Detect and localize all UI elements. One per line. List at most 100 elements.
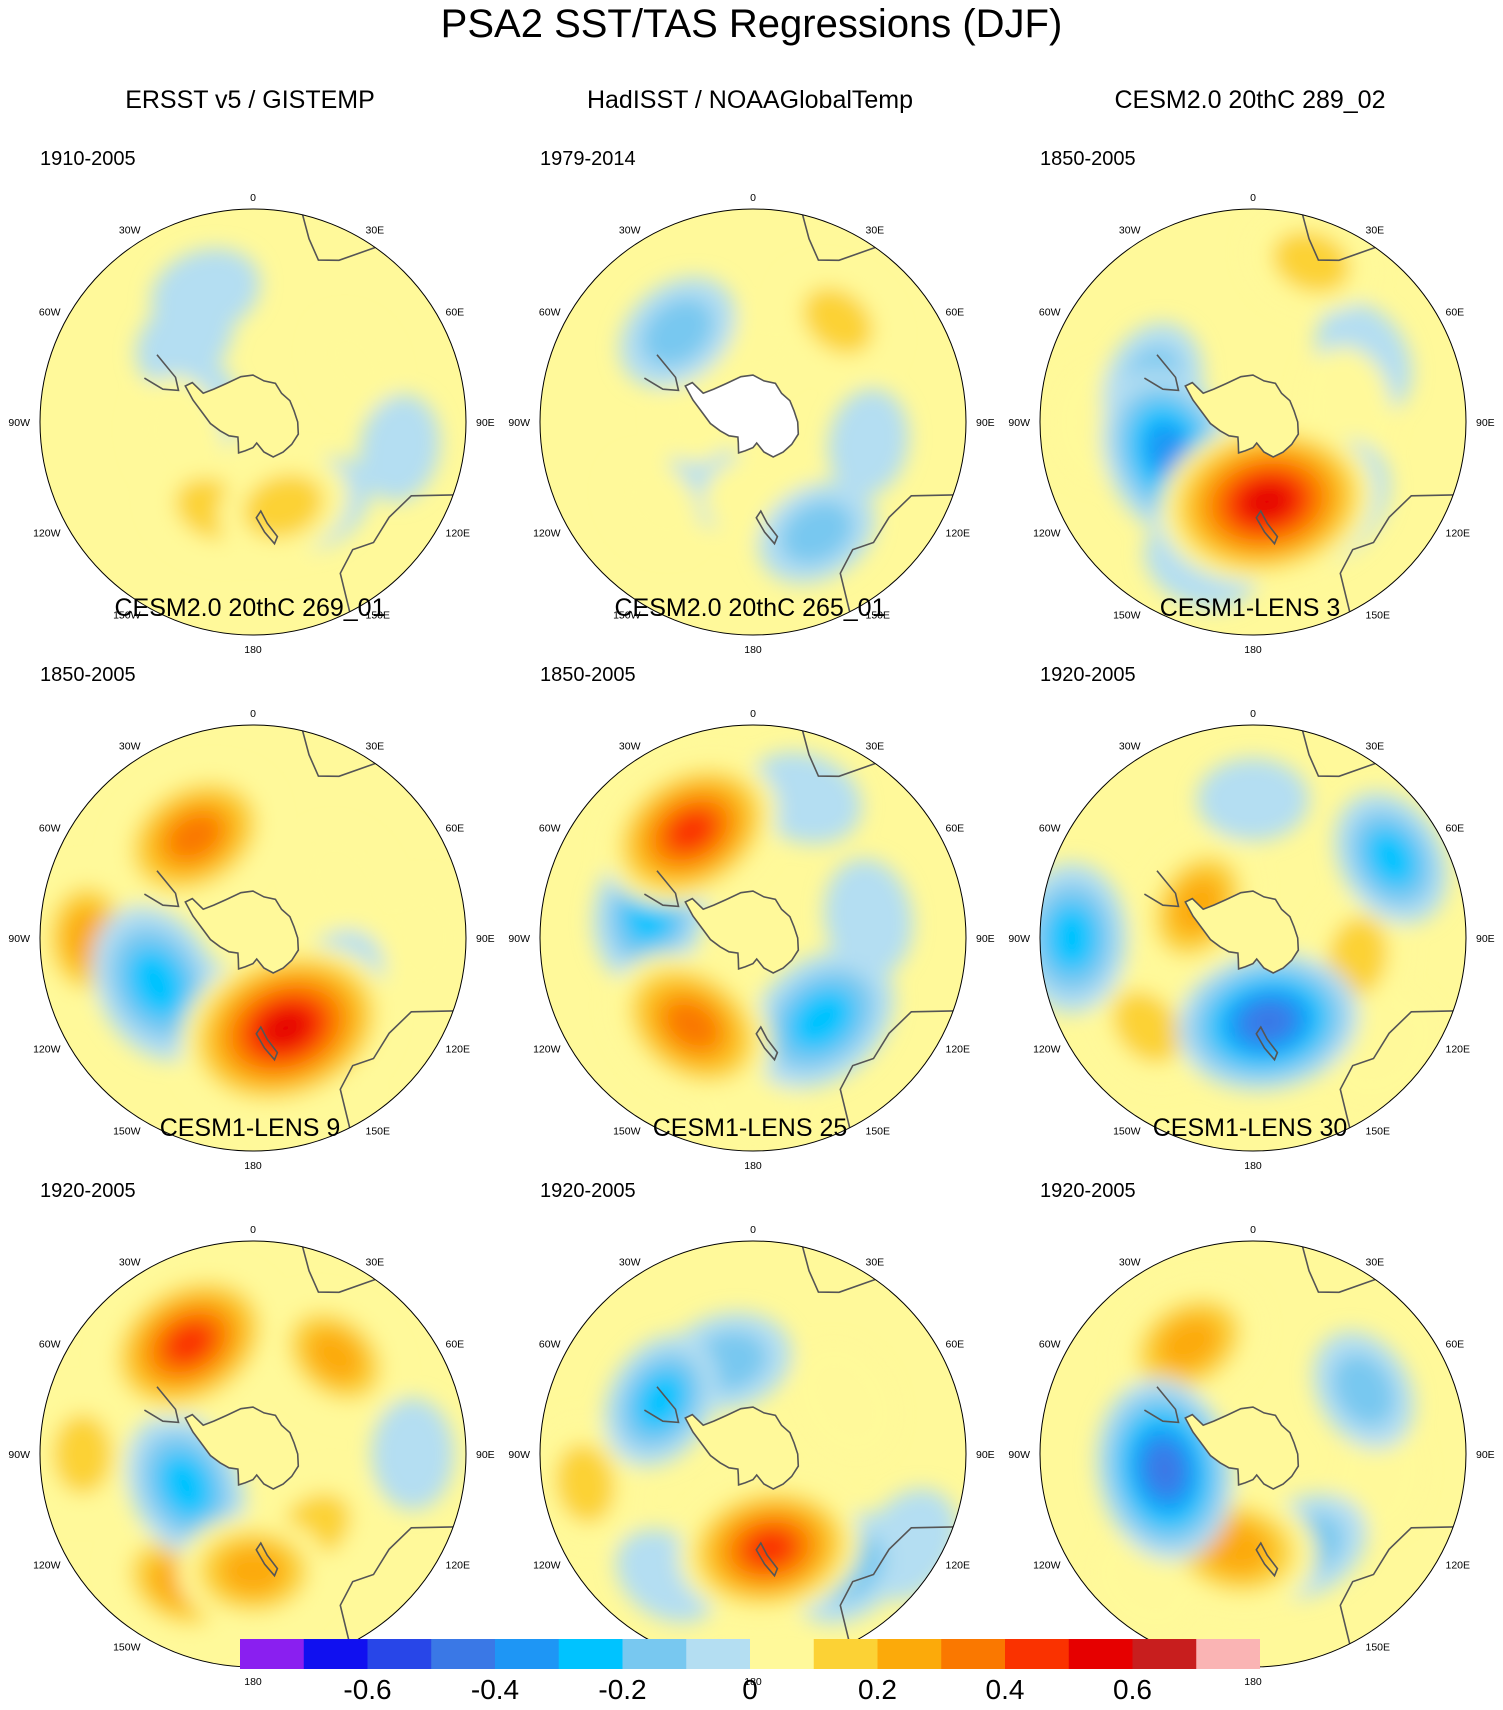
longitude-label: 120W [1033, 1044, 1061, 1056]
map-panel: CESM1-LENS 30 1920-2005 0 30E 60E 90E 120E 150E… [1000, 1104, 1500, 1688]
longitude-label: 0 [250, 192, 256, 204]
longitude-label: 180 [744, 1676, 762, 1688]
longitude-label: 60E [946, 823, 965, 835]
colorbar-swatch [1005, 1639, 1070, 1669]
longitude-label: 90W [1008, 417, 1030, 429]
anomaly-contour [823, 858, 913, 977]
anomaly-contour [371, 1397, 455, 1511]
antarctica-coastline [184, 1406, 300, 1490]
antarctica-coastline [684, 1406, 800, 1490]
anomaly-contour [381, 881, 465, 995]
map-boundary [1039, 208, 1467, 636]
anomaly-contour [827, 388, 909, 496]
longitude-label: 90W [8, 1449, 30, 1461]
longitude-label: 60W [39, 307, 61, 319]
longitude-label: 0 [1250, 708, 1256, 720]
map-panel: CESM2.0 20thC 269_01 1850-2005 0 30E 60E 90E 1… [0, 588, 500, 1172]
colorbar-swatch [431, 1639, 496, 1669]
panel-title: CESM1-LENS 9 [159, 1114, 341, 1142]
longitude-label: 90W [508, 1449, 530, 1461]
africa-coastline [1298, 725, 1376, 778]
longitude-label: 30W [1119, 741, 1141, 753]
africa-coastline [298, 1241, 376, 1294]
colorbar-swatch [558, 1639, 623, 1669]
longitude-label: 30W [1119, 1257, 1141, 1269]
longitude-label: 90E [1476, 1449, 1495, 1461]
longitude-label: 90W [8, 933, 30, 945]
longitude-label: 120E [1446, 1560, 1471, 1572]
anomaly-contour [1112, 991, 1182, 1063]
australia-coastline [839, 1526, 954, 1644]
anomaly-contour [796, 1344, 894, 1457]
anomaly-contour [610, 457, 700, 551]
south-america-coastline [1143, 354, 1180, 392]
longitude-label: 120W [33, 1044, 61, 1056]
longitude-label: 0 [750, 1224, 756, 1236]
map-boundary [39, 724, 467, 1152]
map-panel: CESM1-LENS 9 1920-2005 0 30E 60E 90E 120E 150E 1… [0, 1104, 500, 1688]
new-zealand-coastline [755, 509, 779, 546]
australia-coastline [1339, 1010, 1454, 1128]
polar-map: 0 30E 60E 90E 120E 150E 180 150W 120W 90W 60W 30W [508, 192, 994, 656]
colorbar-label: -0.4 [470, 1674, 520, 1705]
longitude-label: 0 [250, 1224, 256, 1236]
longitude-label: 120W [33, 528, 61, 540]
map-panel: HadISST / NOAAGlobalTemp 1979-2014 0 30E 60E… [500, 72, 1000, 656]
anomaly-contour [555, 1443, 616, 1524]
longitude-label: 0 [1250, 1224, 1256, 1236]
longitude-label: 60E [946, 1339, 965, 1351]
anomaly-contour [641, 298, 714, 367]
panel-period: 1979-2014 [540, 148, 636, 170]
longitude-label: 60E [946, 307, 965, 319]
longitude-label: 180 [1244, 1676, 1262, 1688]
longitude-label: 60E [446, 823, 465, 835]
anomaly-contour [666, 809, 716, 853]
longitude-label: 30E [366, 741, 385, 753]
anomaly-contour [1365, 828, 1417, 888]
australia-coastline [839, 494, 954, 612]
panel-title: CESM1-LENS 30 [1152, 1114, 1348, 1142]
anomaly-contour [1145, 1443, 1185, 1496]
longitude-label: 30W [119, 1257, 141, 1269]
longitude-label: 0 [750, 192, 756, 204]
polar-map: 0 30E 60E 90E 120E 150E 180 150W 120W 90W 60W 30W [8, 192, 494, 656]
longitude-label: 30W [619, 225, 641, 237]
panel-title: CESM1-LENS 3 [1159, 594, 1341, 622]
longitude-label: 30W [119, 741, 141, 753]
longitude-label: 60E [1446, 1339, 1465, 1351]
anomaly-contour [1336, 1420, 1422, 1533]
polar-map: 0 30E 60E 90E 120E 150E 180 150W 120W 90W 60W 30W [508, 708, 994, 1172]
south-america-coastline [143, 870, 180, 908]
panel-title: CESM1-LENS 25 [652, 1114, 848, 1142]
map-boundary [539, 208, 967, 636]
figure-title: PSA2 SST/TAS Regressions (DJF) [440, 2, 1063, 46]
longitude-label: 120W [1033, 528, 1061, 540]
longitude-label: 120W [533, 1044, 561, 1056]
south-america-coastline [143, 354, 180, 392]
longitude-label: 150W [113, 610, 141, 622]
colorbar-swatch [877, 1639, 942, 1669]
longitude-label: 60W [39, 1339, 61, 1351]
panel-period: 1920-2005 [1040, 1180, 1136, 1202]
new-zealand-coastline [755, 1541, 779, 1578]
longitude-label: 90E [476, 933, 495, 945]
anomaly-contour [306, 1329, 364, 1383]
anomaly-contour [789, 988, 854, 1051]
longitude-label: 120W [533, 528, 561, 540]
longitude-label: 60W [39, 823, 61, 835]
australia-coastline [839, 1010, 954, 1128]
colorbar-swatch [1132, 1639, 1197, 1669]
antarctica-coastline [184, 374, 300, 458]
colorbar-label: 0.4 [985, 1674, 1025, 1705]
map-boundary [39, 208, 467, 636]
africa-coastline [798, 1241, 876, 1294]
anomaly-contour [359, 394, 441, 502]
colorbar-swatch [303, 1639, 368, 1669]
anomaly-contour [664, 1000, 720, 1051]
longitude-label: 180 [1244, 644, 1262, 656]
longitude-label: 120E [446, 1560, 471, 1572]
longitude-label: 150E [866, 1126, 891, 1138]
antarctica-coastline [1184, 374, 1300, 458]
new-zealand-coastline [255, 1541, 279, 1578]
colorbar-labels: -0.6 -0.4 -0.2 0 0.2 0.4 0.6 [0, 1674, 1503, 1708]
